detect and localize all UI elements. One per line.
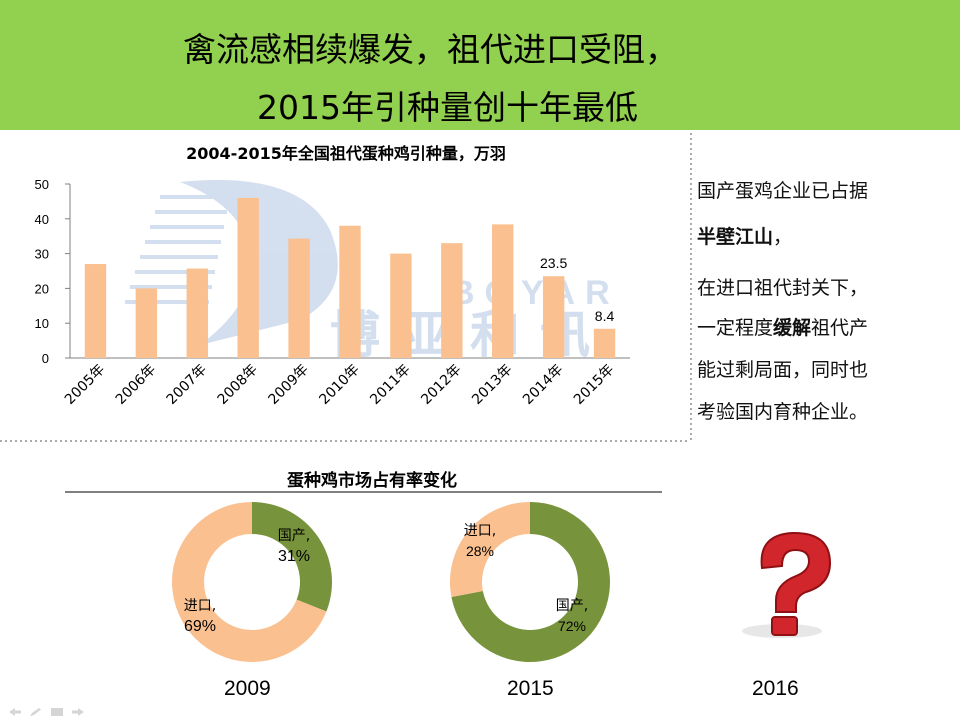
donut-slice-name: 进口, [464, 523, 496, 539]
bar [339, 226, 360, 358]
bar [85, 264, 106, 358]
y-tick-label: 10 [35, 316, 49, 331]
x-tick-label: 2014年 [520, 362, 566, 408]
side-text-line1: 国产蛋鸡企业已占据 [697, 178, 868, 204]
bar-chart-title: 2004-2015年全国祖代蛋种鸡引种量，万羽 [186, 144, 506, 163]
year-label-2016: 2016 [752, 677, 799, 701]
bar-data-label: 23.5 [540, 255, 567, 271]
y-tick-label: 40 [35, 212, 49, 227]
forward-arrow-icon[interactable] [71, 702, 85, 712]
x-tick-label: 2010年 [316, 362, 362, 408]
x-tick-label: 2009年 [266, 362, 312, 408]
menu-icon[interactable] [50, 702, 64, 712]
bar [594, 329, 615, 358]
x-tick-label: 2011年 [367, 362, 413, 408]
year-label-2015: 2015 [507, 677, 554, 701]
x-tick-label: 2007年 [164, 362, 210, 408]
side-text-line4-b: 祖代产 [811, 317, 868, 339]
donut-slice-value: 28% [466, 543, 494, 559]
bar [136, 288, 157, 358]
x-tick-label: 2013年 [469, 362, 515, 408]
question-mark-icon [742, 533, 830, 638]
bar [543, 276, 564, 358]
bar [390, 254, 411, 358]
y-tick-label: 50 [35, 177, 49, 192]
donut-slice-value: 69% [184, 618, 216, 635]
donut-2015: 国产, 72% 进口, 28% [450, 502, 610, 662]
bar [441, 243, 462, 358]
side-text-line4: 一定程度缓解祖代产 [697, 315, 868, 341]
y-tick-label: 20 [35, 281, 49, 296]
donut-slice-value: 31% [278, 548, 310, 565]
bar [187, 269, 208, 358]
x-tick-label: 2008年 [215, 362, 261, 408]
donut-slice-name: 国产, [556, 598, 588, 614]
year-label-2009: 2009 [224, 677, 271, 701]
pie-section-title: 蛋种鸡市场占有率变化 [287, 470, 457, 491]
x-tick-label: 2015年 [571, 362, 617, 408]
side-text-comma: ， [773, 226, 792, 248]
bar-data-label: 8.4 [595, 308, 615, 324]
bar [492, 224, 513, 358]
x-tick-label: 2012年 [418, 362, 464, 408]
donut-2009: 国产, 31% 进口, 69% [172, 502, 332, 662]
side-text-line3: 在进口祖代封关下， [697, 275, 868, 301]
y-tick-label: 30 [35, 247, 49, 262]
slideshow-nav [8, 702, 85, 712]
bar [288, 239, 309, 358]
y-tick-label: 0 [42, 351, 49, 366]
donut-slice-name: 国产, [278, 528, 310, 544]
bar [237, 198, 258, 358]
donut-slice-name: 进口, [184, 598, 216, 614]
side-text-line4-a: 一定程度 [697, 317, 773, 339]
side-text-bold-half: 半壁江山 [697, 226, 773, 248]
watermark-stripes [125, 195, 230, 304]
side-text-line2: 半壁江山， [697, 224, 792, 250]
y-ticks: 0 10 20 30 40 50 [35, 177, 70, 366]
x-tick-label: 2006年 [113, 362, 159, 408]
pen-icon[interactable] [29, 702, 43, 712]
watermark-cn: 博亚和讯 [330, 306, 610, 364]
back-arrow-icon[interactable] [8, 702, 22, 712]
side-text-line6: 考验国内育种企业。 [697, 399, 868, 425]
x-tick-labels: 2005年 2006年 2007年 2008年 2009年 2010年 2011年 2012年… [62, 362, 618, 408]
side-text-bold-relieve: 缓解 [773, 317, 811, 339]
donut-slice-value: 72% [558, 618, 586, 634]
x-tick-label: 2005年 [62, 362, 108, 408]
side-text-line5: 能过剩局面，同时也 [697, 357, 868, 383]
